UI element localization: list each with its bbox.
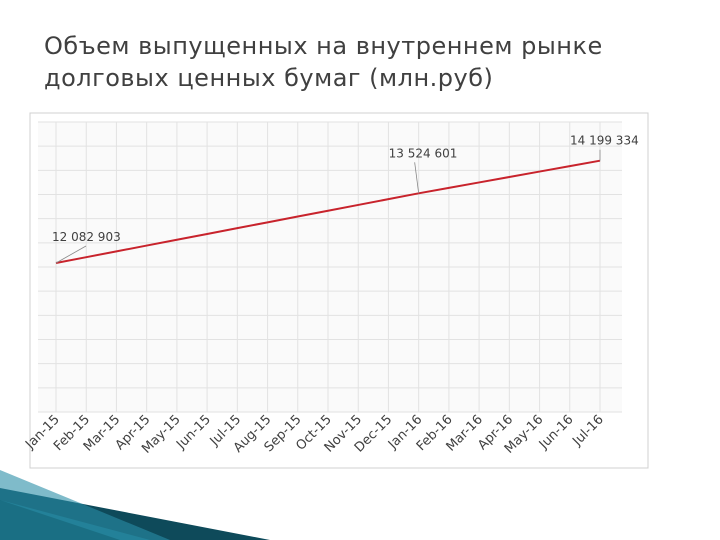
leader-line: [55, 245, 87, 264]
line-series: [55, 159, 601, 264]
leader-line: [414, 162, 420, 194]
decoration: [0, 470, 170, 540]
slide-title: Объем выпущенных на внутреннем рынке дол…: [44, 32, 603, 92]
data-label: 12 082 903: [52, 230, 121, 244]
data-label: 13 524 601: [389, 146, 458, 160]
data-label: 14 199 334: [570, 134, 639, 148]
